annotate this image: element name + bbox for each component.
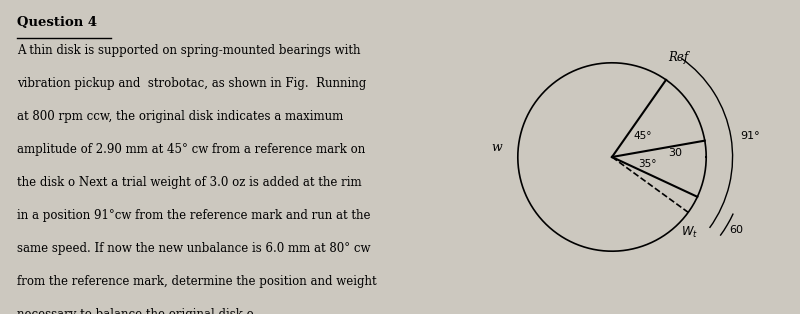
- Text: Ref: Ref: [668, 51, 688, 64]
- Text: from the reference mark, determine the position and weight: from the reference mark, determine the p…: [17, 275, 377, 288]
- Text: 45°: 45°: [633, 131, 651, 141]
- Text: same speed. If now the new unbalance is 6.0 mm at 80° cw: same speed. If now the new unbalance is …: [17, 242, 370, 255]
- Text: 30: 30: [669, 148, 682, 158]
- Text: Question 4: Question 4: [17, 16, 97, 29]
- Text: in a position 91°cw from the reference mark and run at the: in a position 91°cw from the reference m…: [17, 209, 370, 222]
- Text: A thin disk is supported on spring-mounted bearings with: A thin disk is supported on spring-mount…: [17, 44, 361, 57]
- Text: 91°: 91°: [741, 131, 760, 140]
- Text: at 800 rpm ccw, the original disk indicates a maximum: at 800 rpm ccw, the original disk indica…: [17, 110, 343, 123]
- Text: vibration pickup and  strobotac, as shown in Fig.  Running: vibration pickup and strobotac, as shown…: [17, 77, 366, 90]
- Text: 60: 60: [730, 225, 743, 235]
- Text: the disk o Next a trial weight of 3.0 oz is added at the rim: the disk o Next a trial weight of 3.0 oz…: [17, 176, 362, 189]
- Text: 35°: 35°: [638, 159, 657, 169]
- Text: w: w: [492, 141, 502, 154]
- Text: $W_t$: $W_t$: [681, 225, 698, 240]
- Text: amplitude of 2.90 mm at 45° cw from a reference mark on: amplitude of 2.90 mm at 45° cw from a re…: [17, 143, 366, 156]
- Text: necessary to balance the original disk o.: necessary to balance the original disk o…: [17, 308, 258, 314]
